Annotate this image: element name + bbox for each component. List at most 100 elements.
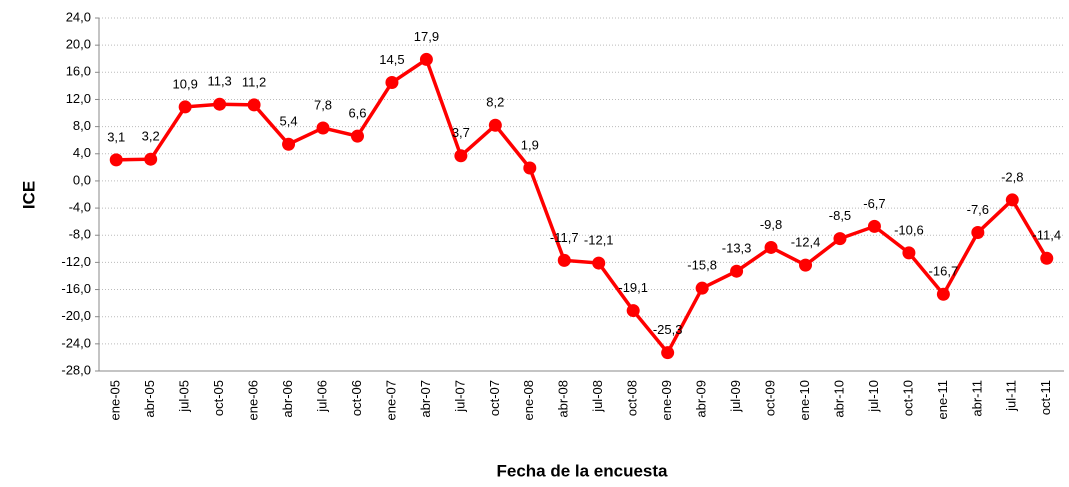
marker [523,161,537,175]
value-label: 6,6 [348,106,366,121]
marker [730,264,744,278]
x-tick-label: jul-08 [590,380,605,413]
x-tick-label: jul-11 [1004,380,1019,412]
value-label: -15,8 [687,258,717,273]
x-tick-label: abr-06 [280,380,295,418]
value-label: -6,7 [863,196,885,211]
y-tick-label: 24,0 [66,9,91,24]
x-tick-label: abr-07 [418,380,433,418]
value-label: 3,1 [107,129,125,144]
y-tick-label: 16,0 [66,64,91,79]
value-label: -2,8 [1001,169,1023,184]
x-tick-label: jul-07 [452,380,467,413]
marker [1040,251,1054,265]
y-tick-label: -4,0 [69,200,91,215]
marker [282,137,296,151]
y-tick-label: -24,0 [61,335,91,350]
value-label: -10,6 [894,222,924,237]
x-tick-label: ene-06 [246,380,261,420]
marker [316,121,330,135]
x-tick-label: ene-05 [108,380,123,420]
x-tick-label: oct-07 [487,380,502,416]
marker [833,232,847,246]
value-label: 10,9 [173,76,198,91]
value-label: -16,7 [929,264,959,279]
value-label: 17,9 [414,29,439,44]
value-label: 7,8 [314,97,332,112]
value-label: -9,8 [760,217,782,232]
x-tick-label: abr-09 [694,380,709,418]
x-tick-label: jul-06 [314,380,329,413]
value-label: 5,4 [280,114,298,129]
marker [350,129,364,143]
y-tick-label: 0,0 [73,172,91,187]
x-tick-label: oct-10 [900,380,915,416]
marker [799,258,813,272]
x-tick-label: jul-10 [866,380,881,413]
x-tick-label: oct-05 [211,380,226,416]
marker [626,304,640,318]
marker [661,346,675,360]
x-tick-label: oct-09 [762,380,777,416]
marker [109,153,123,167]
y-tick-label: 12,0 [66,91,91,106]
marker [557,253,571,267]
value-label: -11,7 [550,230,579,245]
x-tick-label: ene-11 [935,380,950,420]
y-tick-label: 8,0 [73,118,91,133]
x-tick-label: abr-10 [831,380,846,418]
marker [419,52,433,66]
marker [867,219,881,233]
value-label: -25,3 [653,322,683,337]
line [116,56,1049,356]
marker [592,256,606,270]
y-tick-label: 20,0 [66,37,91,52]
x-tick-label: abr-05 [142,380,157,418]
value-label: -12,4 [791,235,821,250]
value-label: 11,3 [207,74,231,89]
marker [385,75,399,89]
x-tick-label: jul-09 [728,380,743,413]
value-label: 3,2 [142,129,160,144]
x-tick-label: ene-10 [797,380,812,420]
marker [1005,193,1019,207]
marker [247,98,261,112]
x-tick-label: ene-07 [383,380,398,420]
y-tick-label: 4,0 [73,145,91,160]
x-tick-label: oct-11 [1038,380,1053,415]
marker [971,226,985,240]
marker [936,287,950,301]
y-tick-label: -28,0 [61,362,91,377]
x-tick-label: ene-08 [521,380,536,420]
marker [144,152,158,166]
value-label: 8,2 [486,95,504,110]
value-label: 3,7 [452,125,470,140]
marker [213,97,227,111]
value-label: -7,6 [967,202,989,217]
value-label: -13,3 [722,241,752,256]
marker [695,281,709,295]
value-label: -8,5 [829,208,851,223]
y-tick-label: -20,0 [61,308,91,323]
value-label: 11,2 [242,74,266,89]
marker [178,100,192,114]
y-axis-title: ICE [19,181,38,209]
x-tick-label: jul-05 [177,380,192,413]
y-tick-label: -12,0 [61,254,91,269]
value-label: -11,4 [1032,228,1061,243]
x-tick-label: oct-08 [625,380,640,416]
marker [488,118,502,132]
value-label: -12,1 [584,233,614,248]
y-tick-label: -16,0 [61,281,91,296]
x-tick-label: abr-08 [556,380,571,418]
value-label: -19,1 [618,280,648,295]
y-tick-label: -8,0 [69,227,91,242]
x-tick-label: oct-06 [349,380,364,416]
value-label: 14,5 [379,52,404,67]
marker [764,240,778,254]
marker [454,149,468,163]
marker [902,246,916,260]
value-label: 1,9 [521,137,539,152]
x-axis-title: Fecha de la encuesta [496,461,668,480]
